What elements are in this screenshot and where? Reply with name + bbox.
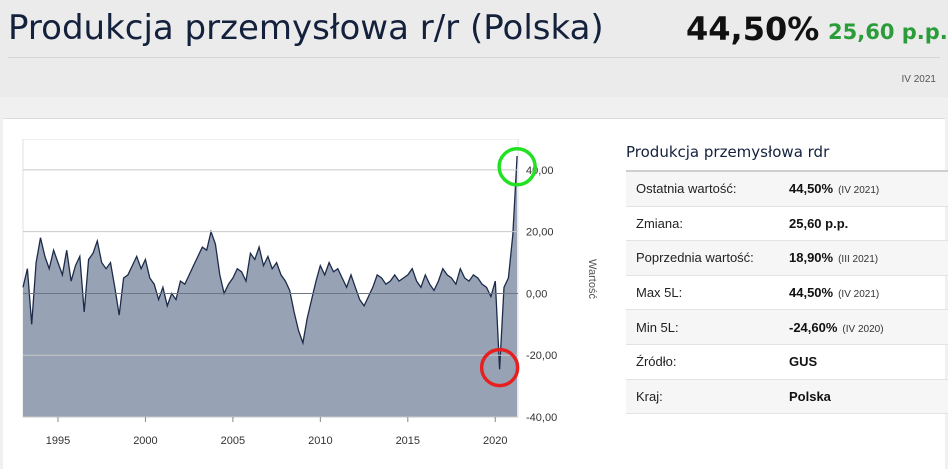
stats-row-period: (III 2021) [838, 254, 879, 266]
y-tick-label: -20,00 [526, 350, 557, 362]
max-marker-circle [497, 147, 537, 187]
y-tick-label: -40,00 [526, 412, 557, 424]
stats-row-label: Poprzednia wartość: [636, 250, 754, 266]
stats-row-value: GUS [789, 354, 817, 369]
stats-row-value-text: 44,50% [789, 285, 834, 301]
min-marker-circle [479, 347, 520, 388]
stats-row-label: Max 5L: [636, 285, 683, 301]
series-line [22, 155, 518, 370]
stats-row-value: 44,50% (IV 2021) [789, 181, 879, 196]
stats-row-period: (IV 2021) [838, 185, 880, 197]
stats-row: Kraj: Polska [626, 379, 948, 415]
stats-row: Min 5L: -24,60% (IV 2020) [626, 310, 948, 345]
stats-row-value-text: Polska [789, 388, 831, 404]
stats-row-value: 25,60 p.p. [789, 216, 848, 231]
stats-row-label: Ostatnia wartość: [636, 181, 737, 197]
stats-row-value: 44,50% (IV 2021) [789, 285, 879, 300]
change-value: 25,60 p.p. [828, 20, 948, 44]
stats-row: Źródło: GUS [626, 345, 948, 380]
x-tick-label: 2015 [396, 435, 420, 447]
content-panel: 40,00 20,00 0,00 -20,00 -40,00 1995 2000 2005 20… [3, 118, 948, 469]
stats-row-label: Kraj: [636, 388, 663, 404]
stats-row: Zmiana: 25,60 p.p. [626, 207, 948, 242]
stats-row-value: -24,60% (IV 2020) [789, 320, 884, 335]
stats-row-value: Polska [789, 389, 831, 404]
x-tick-label: 1995 [46, 435, 70, 447]
x-tick-label: 2005 [221, 435, 245, 447]
stats-row: Ostatnia wartość: 44,50% (IV 2021) [626, 172, 948, 207]
period-label: IV 2021 [901, 74, 936, 85]
stats-row-period: (IV 2021) [838, 289, 880, 301]
stats-row-label: Źródło: [636, 354, 677, 370]
y-axis-label: Wartość [586, 259, 598, 299]
series-area [23, 156, 518, 417]
header: Produkcja przemysłowa r/r (Polska) 44,50… [0, 0, 948, 97]
stats-rows: Ostatnia wartość: 44,50% (IV 2021) Zmiana: 2… [626, 172, 948, 415]
header-divider [8, 57, 940, 58]
x-tick-label: 2020 [483, 435, 507, 447]
current-value: 44,50% [686, 10, 820, 48]
stats-row-label: Min 5L: [636, 319, 679, 335]
stats-row-value-text: -24,60% [789, 319, 838, 335]
y-tick-label: 40,00 [526, 165, 554, 177]
stats-row-value-text: 18,90% [789, 250, 834, 266]
industrial-production-chart: 40,00 20,00 0,00 -20,00 -40,00 1995 2000 2005 20… [22, 139, 598, 447]
stats-table-title: Produkcja przemysłowa rdr [626, 143, 948, 172]
stats-row-period: (IV 2020) [842, 323, 884, 335]
stats-row-value: 18,90% (III 2021) [789, 250, 878, 265]
y-tick-label: 20,00 [526, 227, 554, 239]
stats-row-value-text: 44,50% [789, 181, 834, 197]
stats-row: Poprzednia wartość: 18,90% (III 2021) [626, 241, 948, 276]
x-tick-label: 2010 [308, 435, 332, 447]
stats-row-label: Zmiana: [636, 215, 683, 231]
stats-row-value-text: GUS [789, 354, 818, 370]
stats-table: Produkcja przemysłowa rdr Ostatnia warto… [626, 143, 948, 415]
stats-row-value-text: 25,60 p.p. [789, 215, 849, 231]
x-tick-label: 2000 [133, 435, 157, 447]
y-tick-label: 0,00 [526, 288, 547, 300]
page-title: Produkcja przemysłowa r/r (Polska) [8, 8, 604, 48]
stats-row: Max 5L: 44,50% (IV 2021) [626, 276, 948, 311]
